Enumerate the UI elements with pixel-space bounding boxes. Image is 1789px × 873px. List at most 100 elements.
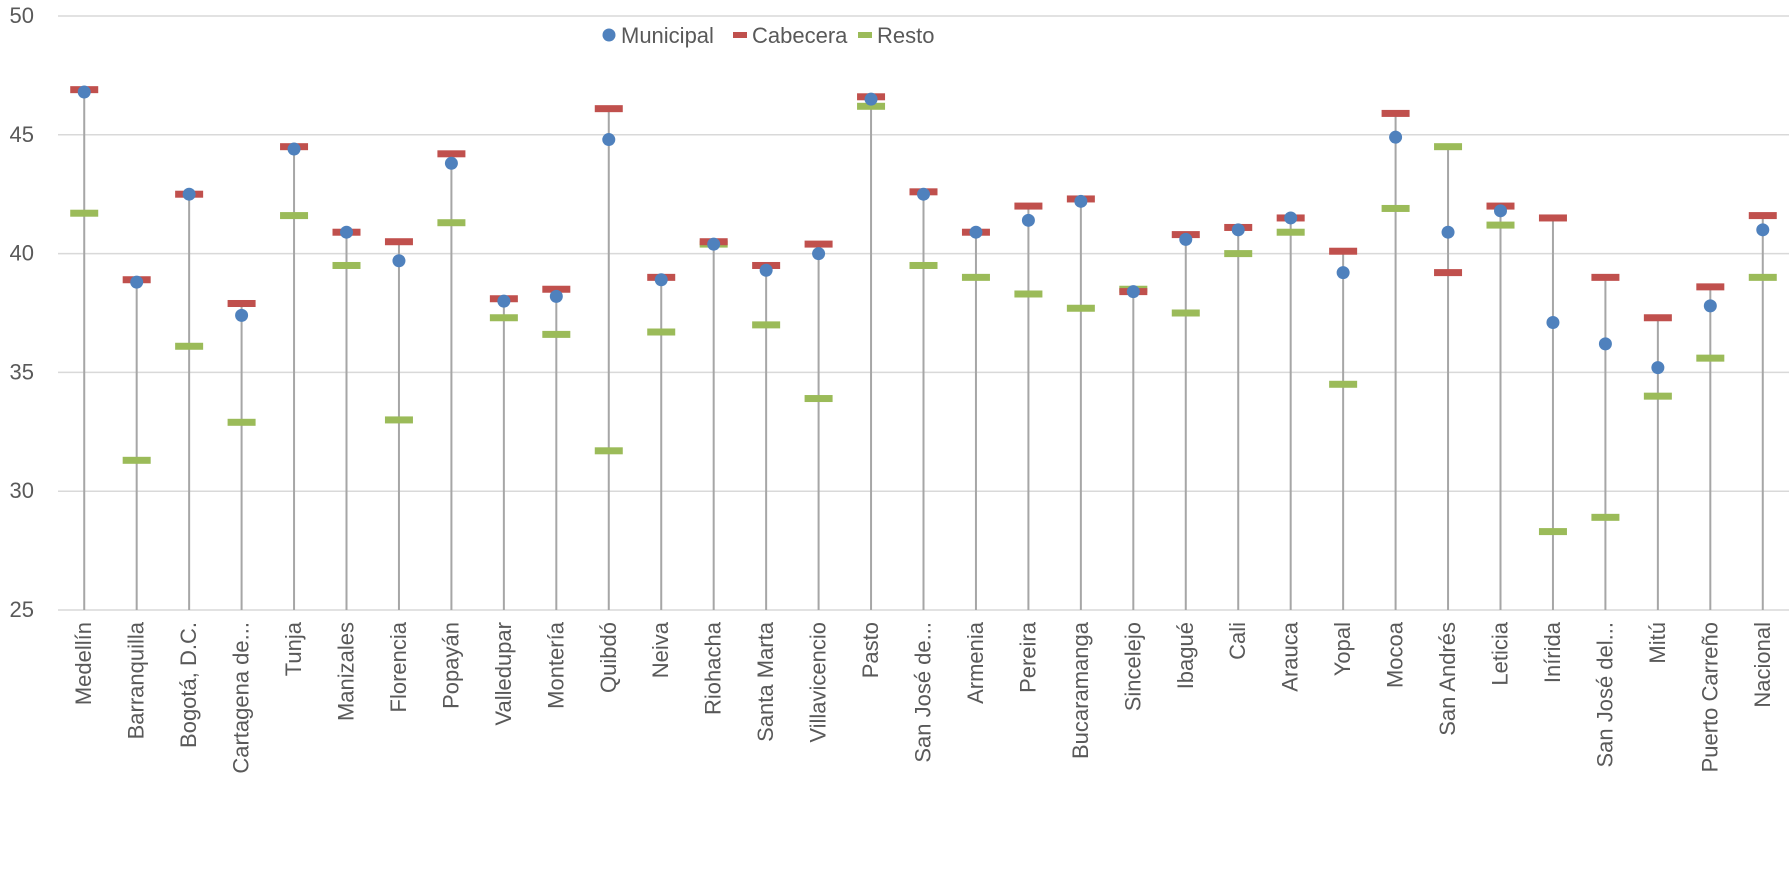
cabecera-marker: [384, 238, 413, 246]
x-axis-category-labels: Medellín Barranquilla Bogotá, D.C. Cartagen…: [71, 621, 1775, 773]
municipal-point: [917, 187, 930, 201]
resto-marker: [1329, 380, 1358, 388]
category-label: Inírida: [1540, 621, 1565, 683]
series-markers: [70, 85, 1777, 536]
resto-marker: [1171, 309, 1200, 317]
category-label: Valledupar: [491, 622, 516, 726]
municipal-point: [1546, 316, 1560, 330]
category-label: San José de...: [911, 622, 936, 763]
resto-marker: [1696, 354, 1725, 362]
category-label: Tunja: [281, 621, 306, 676]
category-label: Cali: [1225, 622, 1250, 660]
cabecera-marker: [1643, 314, 1672, 322]
resto-marker: [1434, 143, 1463, 151]
resto-marker: [909, 261, 938, 269]
category-label: Nacional: [1750, 622, 1775, 708]
cabecera-marker: [227, 299, 256, 307]
municipal-point: [130, 275, 144, 289]
resto-marker: [857, 102, 886, 110]
drop-lines: [83, 89, 1764, 610]
municipal-point: [1336, 266, 1350, 280]
municipal-point: [182, 187, 196, 201]
municipal-point: [1651, 361, 1665, 375]
municipal-point: [864, 92, 878, 106]
municipal-point: [1074, 194, 1088, 208]
cabecera-marker: [1381, 109, 1410, 117]
resto-marker: [70, 209, 99, 217]
municipal-point: [759, 263, 773, 277]
resto-marker: [1381, 204, 1410, 212]
category-label: Pereira: [1015, 621, 1040, 693]
cabecera-marker: [804, 240, 833, 248]
municipal-point: [392, 254, 406, 268]
municipal-point: [812, 247, 826, 261]
municipal-point: [1179, 232, 1193, 246]
legend-municipal-swatch: [602, 28, 616, 42]
municipal-point: [602, 133, 616, 147]
cabecera-marker: [1329, 247, 1358, 255]
resto-marker: [804, 395, 833, 403]
y-tick-label: 45: [10, 122, 34, 147]
resto-marker: [175, 342, 204, 350]
municipal-point: [1598, 337, 1612, 351]
category-label: San José del...: [1592, 622, 1617, 768]
category-label: Puerto Carreño: [1697, 622, 1722, 772]
category-label: Barranquilla: [124, 621, 149, 739]
category-label: Manizales: [334, 622, 359, 721]
municipal-point: [654, 273, 668, 287]
resto-marker: [1224, 250, 1253, 258]
resto-marker: [227, 418, 256, 426]
y-tick-label: 35: [10, 359, 34, 384]
municipal-point: [1441, 225, 1455, 239]
resto-marker: [1014, 290, 1043, 298]
cabecera-marker: [1591, 273, 1620, 281]
municipal-point: [1756, 223, 1770, 237]
category-label: Quibdó: [596, 622, 621, 693]
municipal-point: [1231, 223, 1245, 237]
resto-marker: [594, 447, 623, 455]
cabecera-marker: [542, 285, 571, 293]
category-label: Santa Marta: [753, 621, 778, 742]
municipal-point: [969, 225, 983, 239]
legend-cabecera-label: Cabecera: [752, 23, 848, 48]
y-tick-label: 30: [10, 478, 34, 503]
resto-marker: [1591, 513, 1620, 521]
municipal-point: [1494, 204, 1507, 218]
municipal-point: [1389, 130, 1403, 144]
resto-marker: [961, 273, 990, 281]
municipal-point: [497, 294, 511, 308]
category-label: Riohacha: [701, 621, 726, 715]
category-label: Leticia: [1488, 621, 1513, 685]
category-label: Bucaramanga: [1068, 621, 1093, 759]
cabecera-marker: [1014, 202, 1043, 210]
cabecera-marker: [1696, 283, 1725, 291]
category-label: Ibagué: [1173, 622, 1198, 689]
cabecera-marker: [1748, 212, 1777, 220]
category-label: Villavicencio: [806, 622, 831, 743]
category-label: Florencia: [386, 621, 411, 712]
municipal-point: [340, 225, 353, 239]
resto-marker: [1643, 392, 1672, 400]
cabecera-marker: [1538, 214, 1567, 222]
municipal-point: [1021, 213, 1035, 227]
legend: Municipal Cabecera Resto: [602, 23, 934, 48]
municipal-point: [235, 308, 249, 322]
municipal-point: [444, 156, 458, 170]
category-label: Montería: [543, 621, 568, 709]
municipal-point: [77, 85, 91, 99]
resto-marker: [752, 321, 781, 329]
category-label: Mitú: [1645, 622, 1670, 664]
category-label: Pasto: [858, 622, 883, 678]
resto-marker: [647, 328, 676, 336]
category-label: Neiva: [648, 621, 673, 678]
y-axis-tick-labels: 25 30 35 40 45 50: [10, 3, 34, 622]
resto-marker: [280, 212, 309, 220]
y-tick-label: 40: [10, 241, 34, 266]
cabecera-marker: [594, 105, 623, 113]
category-label: Armenia: [963, 621, 988, 704]
y-tick-label: 50: [10, 3, 34, 28]
category-label: Bogotá, D.C.: [176, 622, 201, 748]
resto-marker: [1538, 528, 1567, 536]
municipal-point: [1126, 285, 1140, 299]
municipal-point: [287, 142, 301, 156]
